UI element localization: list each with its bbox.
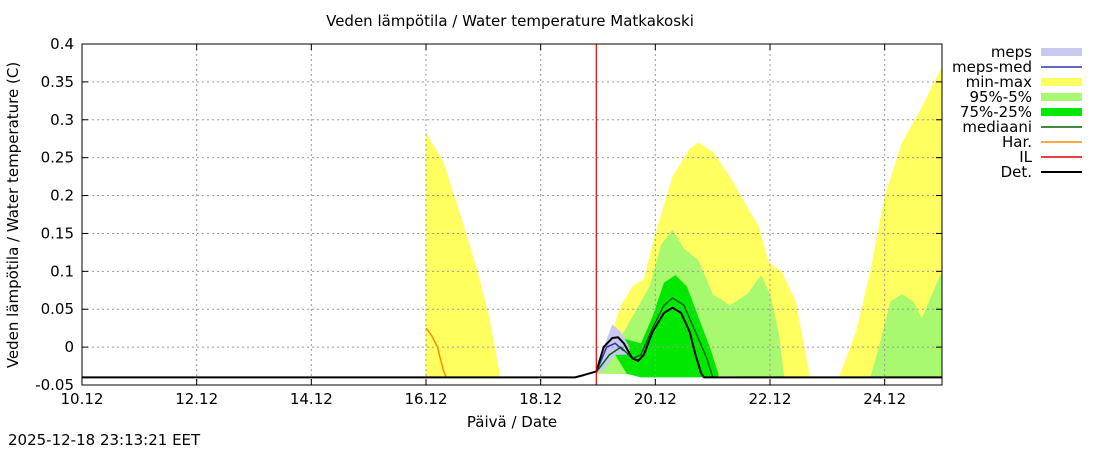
band-minmax-2 bbox=[838, 66, 942, 378]
y-tick-label: 0.2 bbox=[50, 187, 74, 205]
legend-item-p75-25: 75%-25% bbox=[960, 103, 1082, 121]
legend-label: meps-med bbox=[952, 58, 1032, 76]
legend-item-p95-5: 95%-5% bbox=[969, 88, 1082, 106]
x-tick-label: 14.12 bbox=[290, 390, 333, 408]
legend-swatch bbox=[1041, 108, 1082, 116]
legend-swatch bbox=[1041, 78, 1082, 86]
line-har bbox=[425, 327, 447, 378]
legend-item-meps-med: meps-med bbox=[952, 58, 1082, 76]
axis-layer: 10.12 12.12 14.12 16.12 18.12 20.12 22.12 24.12… bbox=[35, 35, 943, 408]
line-median bbox=[595, 297, 714, 378]
x-tick-label: 18.12 bbox=[519, 390, 562, 408]
legend-label: mediaani bbox=[962, 118, 1032, 136]
legend-swatch bbox=[1041, 48, 1082, 56]
legend-swatch bbox=[1041, 93, 1082, 101]
legend-item-median: mediaani bbox=[962, 118, 1082, 136]
y-axis-label: Veden lämpötila / Water temperature (C) bbox=[4, 62, 22, 368]
y-tick-label: 0.05 bbox=[41, 300, 74, 318]
legend-label: Det. bbox=[1001, 163, 1032, 181]
grid-layer bbox=[82, 44, 942, 385]
x-tick-label: 12.12 bbox=[175, 390, 218, 408]
y-tick-label: 0.1 bbox=[50, 262, 74, 280]
legend: mepsmeps-medmin-max95%-5%75%-25%mediaani… bbox=[952, 43, 1082, 181]
legend-item-minmax: min-max bbox=[966, 73, 1082, 91]
x-tick-label: 22.12 bbox=[749, 390, 792, 408]
y-tick-label: 0.15 bbox=[41, 224, 74, 242]
band-p75-25-5 bbox=[603, 275, 719, 378]
x-tick-label: 16.12 bbox=[405, 390, 448, 408]
y-tick-label: 0.25 bbox=[41, 149, 74, 167]
line-layer bbox=[82, 44, 942, 385]
legend-item-meps: meps bbox=[991, 43, 1082, 61]
legend-item-har: Har. bbox=[1002, 133, 1082, 151]
y-tick-label: -0.05 bbox=[35, 376, 74, 394]
legend-item-det: Det. bbox=[1001, 163, 1082, 181]
legend-label: IL bbox=[1019, 148, 1032, 166]
x-tick-label: 10.12 bbox=[61, 390, 104, 408]
legend-label: min-max bbox=[966, 73, 1033, 91]
band-minmax-0 bbox=[426, 132, 501, 378]
line-det bbox=[82, 306, 942, 379]
legend-item-il: IL bbox=[1019, 148, 1082, 166]
timestamp: 2025-12-18 23:13:21 EET bbox=[8, 431, 201, 449]
line-meps-med bbox=[595, 342, 625, 373]
y-tick-label: 0.35 bbox=[41, 73, 74, 91]
legend-label: 75%-25% bbox=[960, 103, 1032, 121]
legend-label: 95%-5% bbox=[969, 88, 1032, 106]
legend-label: meps bbox=[991, 43, 1032, 61]
legend-label: Har. bbox=[1002, 133, 1032, 151]
plot-frame bbox=[81, 43, 943, 386]
x-axis-label: Päivä / Date bbox=[467, 413, 557, 431]
band-p95-5-4 bbox=[870, 271, 942, 378]
series-layer bbox=[426, 66, 942, 378]
y-tick-label: 0 bbox=[64, 338, 74, 356]
x-tick-label: 24.12 bbox=[863, 390, 906, 408]
y-tick-label: 0.4 bbox=[50, 35, 74, 53]
y-tick-label: 0.3 bbox=[50, 111, 74, 129]
chart-title: Veden lämpötila / Water temperature Matk… bbox=[326, 12, 694, 30]
x-tick-label: 20.12 bbox=[634, 390, 677, 408]
